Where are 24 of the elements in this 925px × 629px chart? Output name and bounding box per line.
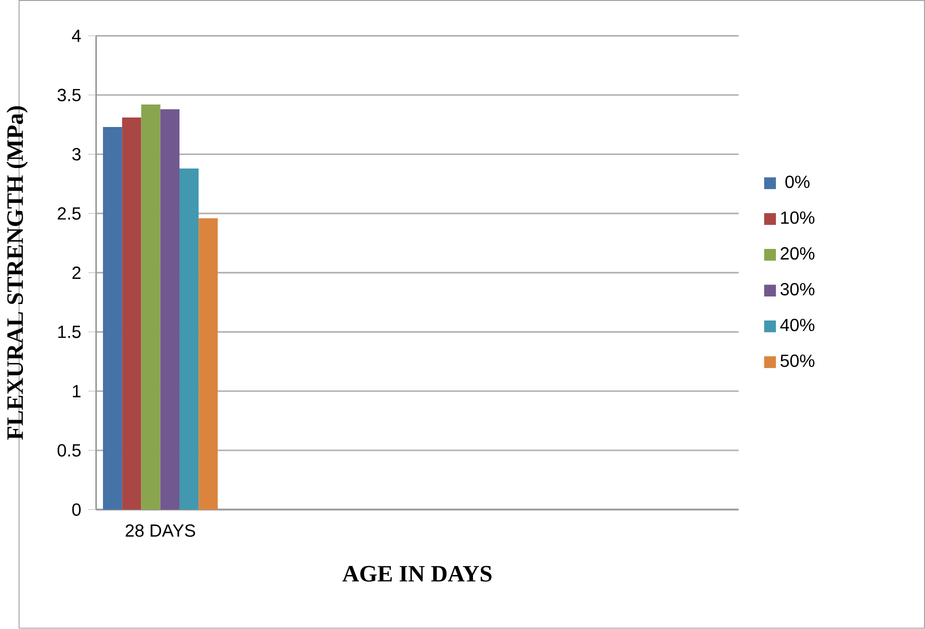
y-tick-label: 2.5 <box>58 207 81 220</box>
y-tick-label: 3.5 <box>58 88 81 102</box>
legend-label: 20% <box>780 247 814 260</box>
bar <box>179 168 199 510</box>
legend-label: 0% <box>785 176 810 188</box>
bar <box>122 118 142 510</box>
y-tick-label: 1 <box>72 385 80 398</box>
x-tick-label: 28 DAYS <box>126 524 196 537</box>
bar <box>160 109 180 510</box>
legend-label: 40% <box>780 318 814 332</box>
y-tick-label: 2 <box>72 266 80 279</box>
x-axis-title: AGE IN DAYS <box>342 566 492 582</box>
y-tick-label: 4 <box>72 30 81 42</box>
y-tick-label: 0 <box>72 503 81 516</box>
bar <box>102 127 122 510</box>
y-tick-label: 1.5 <box>58 326 81 338</box>
y-tick-label: 0.5 <box>58 444 81 457</box>
legend-label: 30% <box>780 283 814 296</box>
y-axis-title: FLEXURAL STRENGTH (MPa) <box>6 106 28 440</box>
y-tick-label: 3 <box>72 148 81 161</box>
legend-label: 50% <box>780 354 814 368</box>
bar <box>141 104 160 510</box>
legend-label: 10% <box>781 212 814 224</box>
bar <box>198 218 218 510</box>
